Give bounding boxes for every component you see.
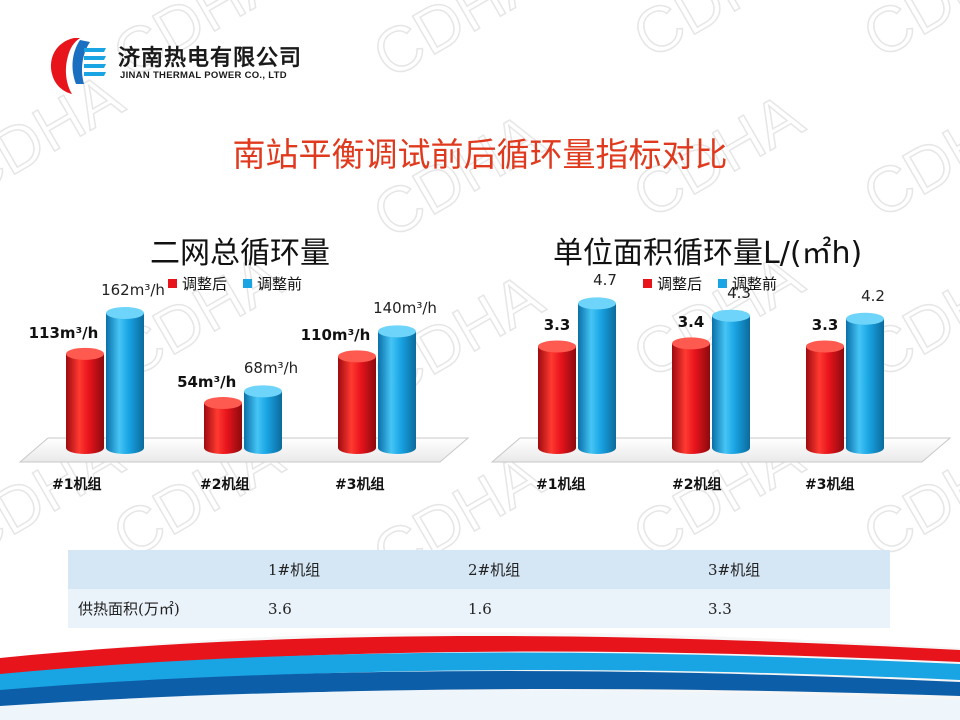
data-label-after: 3.3 [811, 316, 839, 335]
company-logo [50, 38, 106, 94]
bar-top-before-3 [846, 312, 884, 325]
data-label-after: 113m³/h [28, 323, 99, 342]
bar-before-3 [846, 318, 884, 454]
legend-label-before: 调整前 [732, 275, 778, 293]
category-label: #1机组 [536, 477, 586, 493]
category-label: #2机组 [672, 477, 722, 493]
bar-top-before-2 [712, 309, 750, 322]
heating-area-table: 1#机组 2#机组 3#机组 供热面积(万㎡) 3.6 1.6 3.3 [68, 550, 890, 628]
bar-top-after-3 [806, 340, 844, 353]
legend-label-after: 调整后 [657, 275, 703, 293]
bar-after-1 [66, 353, 104, 454]
bar-top-before-1 [106, 307, 144, 319]
chart-title-left: 二网总循环量 [150, 236, 330, 271]
legend-right: 调整后 调整前 [643, 273, 793, 294]
bar-top-after-3 [338, 350, 376, 363]
legend-left: 调整后 调整前 [168, 273, 318, 294]
bar-after-2 [672, 343, 710, 454]
category-label: #1机组 [52, 477, 102, 493]
category-label: #3机组 [805, 477, 855, 493]
category-label: #3机组 [335, 477, 385, 493]
data-label-before: 140m³/h [373, 299, 437, 318]
bar-after-3 [338, 356, 376, 454]
table-header-cell: 3#机组 [698, 550, 890, 589]
table-cell: 供热面积(万㎡) [68, 589, 258, 628]
table-header-cell: 1#机组 [258, 550, 458, 589]
category-label: #2机组 [200, 477, 250, 493]
legend-item-after: 调整后 [168, 273, 227, 294]
bar-top-before-1 [578, 297, 616, 310]
legend-label-before: 调整前 [257, 275, 303, 293]
table-cell: 3.6 [258, 589, 458, 628]
chart-title-right: 单位面积循环量L/(㎡h) [553, 236, 863, 271]
data-label-after: 110m³/h [300, 326, 371, 345]
bar-top-after-1 [66, 347, 104, 360]
bar-top-before-3 [378, 325, 416, 338]
bar-before-2 [244, 391, 282, 454]
table-header-cell: 2#机组 [458, 550, 698, 589]
table-header-cell [68, 550, 258, 589]
bar-after-1 [538, 346, 576, 454]
legend-item-before: 调整前 [243, 273, 302, 294]
data-label-before: 4.7 [593, 271, 617, 290]
bar-after-3 [806, 346, 844, 454]
table-row: 供热面积(万㎡) 3.6 1.6 3.3 [68, 589, 890, 628]
bar-before-1 [106, 313, 144, 454]
data-label-after: 54m³/h [177, 373, 237, 391]
table-cell: 3.3 [698, 589, 890, 628]
bar-top-before-2 [244, 385, 282, 398]
data-label-after: 3.3 [543, 316, 571, 335]
data-label-after: 3.4 [677, 313, 705, 332]
legend-label-after: 调整后 [182, 275, 228, 293]
data-label-before: 162m³/h [101, 281, 165, 299]
legend-item-after: 调整后 [643, 273, 702, 294]
bar-top-after-2 [204, 397, 242, 409]
data-label-before: 4.3 [727, 283, 751, 302]
bar-before-3 [378, 331, 416, 454]
slide-title: 南站平衡调试前后循环量指标对比 [232, 135, 728, 174]
table-cell: 1.6 [458, 589, 698, 628]
company-name-cn: 济南热电有限公司 [118, 46, 303, 71]
bar-top-after-1 [538, 340, 576, 353]
company-name-en: JINAN THERMAL POWER CO., LTD [120, 70, 287, 81]
legend-item-before: 调整前 [718, 273, 777, 294]
data-label-before: 4.2 [861, 286, 885, 305]
footer-swoosh [0, 632, 960, 720]
bar-after-2 [204, 403, 242, 454]
bar-before-2 [712, 315, 750, 454]
table-header-row: 1#机组 2#机组 3#机组 [68, 550, 890, 589]
bar-before-1 [578, 303, 616, 454]
bar-top-after-2 [672, 337, 710, 350]
data-label-before: 68m³/h [243, 359, 299, 378]
